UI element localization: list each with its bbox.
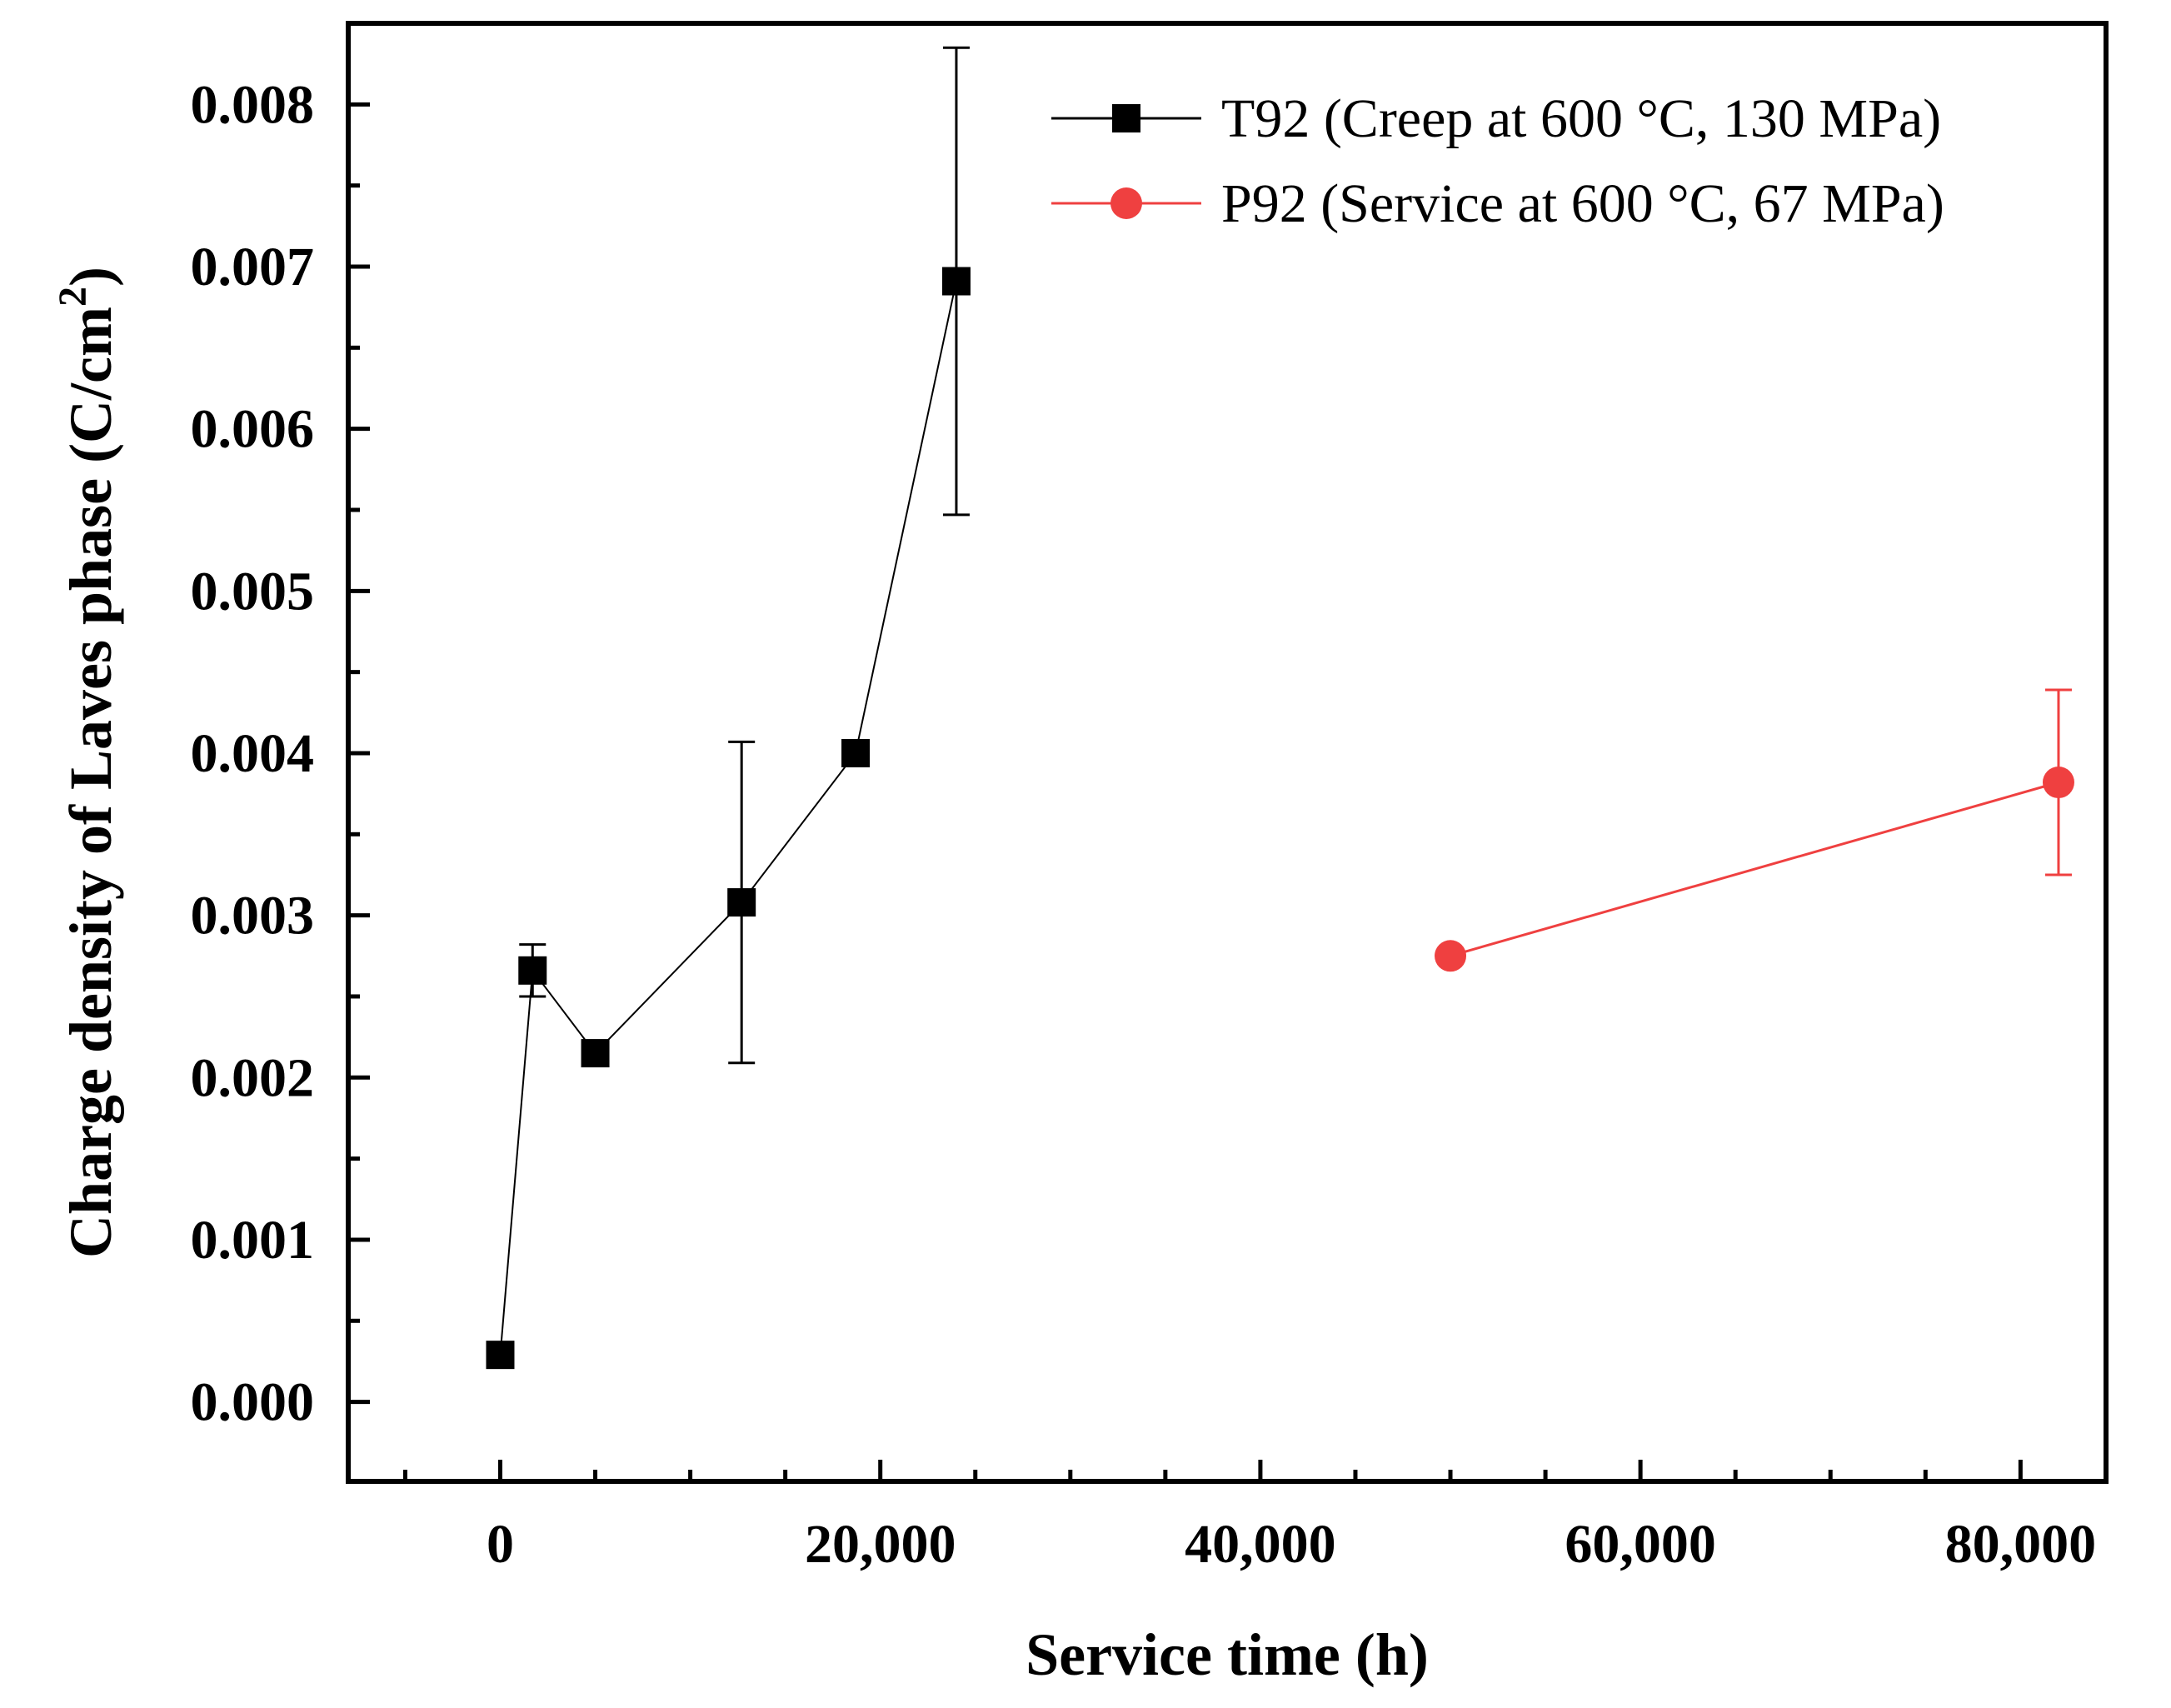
data-point (581, 1039, 610, 1068)
y-axis-title-superscript: 2 (51, 287, 95, 307)
plot-frame (346, 21, 2109, 1484)
series-line-1 (499, 281, 957, 1356)
x-axis-title: Service time (h) (1026, 1621, 1429, 1688)
y-axis-title-close: ) (57, 267, 124, 287)
data-point (518, 956, 547, 985)
legend-marker (1112, 104, 1140, 132)
y-tick-label: 0.005 (191, 561, 315, 622)
legend: T92 (Creep at 600 °C, 130 MPa) P92 (Servi… (1051, 88, 1944, 234)
y-tick-label: 0.003 (191, 886, 315, 946)
x-axis-ticks: 0 20,000 40,000 60,000 80,000 (402, 1460, 2097, 1575)
x-tick-label: 80,000 (1945, 1514, 2097, 1575)
legend-marker (1110, 187, 1142, 219)
y-axis-ticks: 0.000 0.001 0.002 0.003 0.004 0.005 0.006 0.007… (191, 21, 370, 1433)
series-line-2 (1450, 781, 2059, 957)
series-layer (486, 46, 2074, 1370)
y-tick-label: 0.000 (191, 1372, 315, 1433)
x-tick-label: 40,000 (1185, 1514, 1336, 1575)
data-point (841, 738, 871, 767)
data-point (727, 888, 756, 917)
data-point (486, 1341, 515, 1370)
legend-label: P92 (Service at 600 °C, 67 MPa) (1221, 173, 1944, 234)
x-tick-label: 20,000 (805, 1514, 956, 1575)
y-tick-label: 0.008 (191, 74, 315, 135)
y-tick-label: 0.001 (191, 1210, 315, 1271)
legend-label: T92 (Creep at 600 °C, 130 MPa) (1221, 88, 1941, 149)
y-tick-label: 0.004 (191, 723, 315, 784)
data-point (941, 267, 971, 296)
y-tick-label: 0.007 (191, 237, 315, 297)
y-tick-label: 0.006 (191, 399, 315, 460)
x-tick-label: 0 (487, 1514, 514, 1575)
y-axis-title-main: Charge density of Laves phase (C/cm (57, 307, 124, 1258)
x-tick-label: 60,000 (1565, 1514, 1716, 1575)
data-point (2042, 767, 2074, 799)
data-point (1435, 940, 1467, 972)
y-axis-title: Charge density of Laves phase (C/cm2) (51, 267, 124, 1258)
y-tick-label: 0.002 (191, 1047, 315, 1108)
